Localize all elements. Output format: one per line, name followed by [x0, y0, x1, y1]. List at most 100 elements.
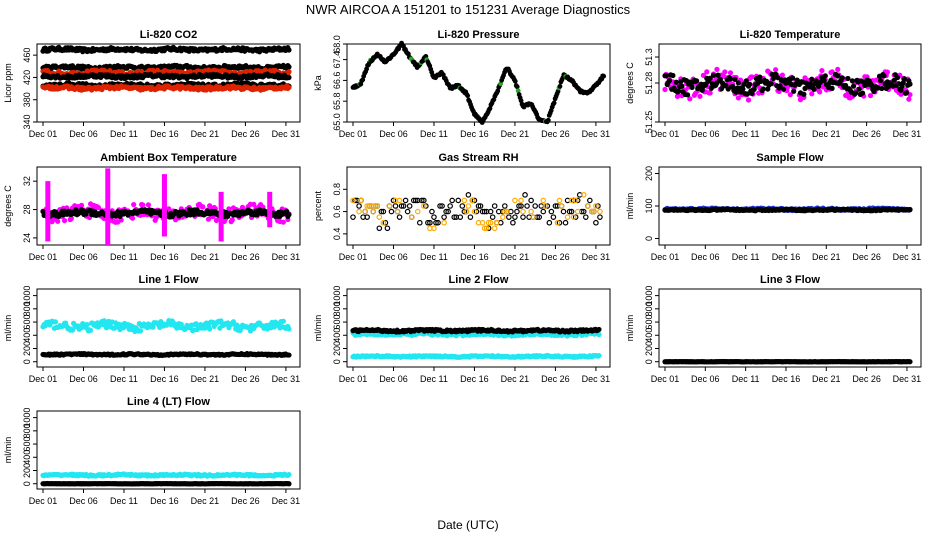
- data-point: [556, 197, 563, 204]
- data-point: [55, 218, 61, 224]
- data-point: [856, 86, 862, 92]
- x-tick-label: Dec 16: [150, 374, 179, 384]
- y-tick-label: 420: [22, 70, 32, 85]
- panel-title: Li-820 Pressure: [438, 29, 520, 41]
- data-point: [596, 352, 602, 359]
- data-point: [280, 318, 286, 324]
- x-tick-label: Dec 31: [272, 374, 301, 384]
- data-point: [548, 208, 555, 215]
- data-marks: [662, 358, 913, 365]
- data-point: [522, 192, 528, 198]
- data-point: [582, 214, 589, 220]
- x-tick-label: Dec 31: [272, 129, 301, 139]
- data-point: [520, 214, 526, 220]
- data-point: [787, 92, 793, 98]
- x-tick-label: Dec 31: [893, 252, 922, 262]
- data-point: [402, 197, 409, 204]
- data-point: [564, 214, 571, 220]
- y-tick-label: 1000: [22, 286, 32, 306]
- data-point: [906, 96, 912, 102]
- y-axis-label: percent: [313, 190, 323, 221]
- y-tick-label: 0: [644, 236, 654, 241]
- data-point: [84, 321, 90, 328]
- y-tick-label: 380: [22, 92, 32, 107]
- panel-title: Ambient Box Temperature: [100, 152, 237, 164]
- x-tick-label: Dec 06: [69, 496, 98, 506]
- data-point: [735, 80, 741, 86]
- data-point: [540, 208, 547, 215]
- data-point: [907, 359, 913, 365]
- data-point: [829, 85, 835, 91]
- y-tick-label: 0: [332, 359, 342, 364]
- data-point: [502, 203, 508, 209]
- panel-title: Li-820 Temperature: [740, 29, 841, 41]
- data-point: [835, 73, 841, 79]
- figure-xlabel: Date (UTC): [437, 518, 498, 532]
- x-tick-label: Dec 16: [460, 252, 489, 262]
- y-tick-label: 200: [644, 166, 654, 181]
- data-point: [700, 72, 706, 79]
- data-point: [200, 204, 206, 210]
- panel-pressure: Li-820 PressurekPa65.065.866.667.468.0De…: [313, 29, 611, 139]
- data-point: [727, 70, 734, 76]
- data-point: [362, 208, 368, 215]
- panel-line4: Line 4 (LT) Flowml/min02004006008001000D…: [3, 396, 301, 506]
- data-point: [867, 92, 874, 99]
- data-point: [404, 208, 411, 215]
- series-black: [662, 358, 913, 365]
- data-point: [356, 208, 362, 215]
- data-point: [286, 326, 292, 332]
- plot-frame: [658, 288, 922, 368]
- x-tick-label: Dec 06: [691, 374, 720, 384]
- y-tick-label: 51.25: [644, 111, 654, 134]
- data-marks: [350, 40, 607, 125]
- data-point: [850, 83, 857, 89]
- data-point: [512, 78, 518, 84]
- data-point: [727, 76, 734, 82]
- data-marks: [40, 44, 292, 93]
- y-tick-label: 1000: [332, 286, 342, 306]
- data-point: [449, 197, 455, 204]
- data-point: [901, 76, 907, 82]
- y-tick-label: 67.4: [332, 51, 342, 69]
- panel-title: Gas Stream RH: [438, 152, 518, 164]
- series-top: [40, 44, 292, 55]
- y-axis-label: ml/min: [3, 315, 13, 342]
- data-point: [429, 208, 435, 215]
- data-point: [286, 74, 292, 81]
- data-point: [388, 208, 395, 215]
- data-point: [280, 219, 286, 225]
- data-point: [859, 90, 866, 96]
- data-point: [801, 91, 807, 97]
- data-point: [350, 214, 356, 220]
- data-point: [747, 81, 753, 87]
- data-point: [447, 203, 453, 209]
- x-tick-label: Dec 16: [460, 129, 489, 139]
- data-point: [396, 214, 403, 220]
- data-point: [414, 208, 421, 215]
- y-axis-label: degrees C: [3, 185, 13, 227]
- data-point: [601, 73, 607, 79]
- y-tick-label: 28: [22, 205, 32, 215]
- panel-title: Li-820 CO2: [140, 29, 197, 41]
- data-point: [491, 203, 498, 209]
- y-tick-label: 65.0: [332, 113, 342, 131]
- data-point: [809, 91, 815, 97]
- series-cyan-lower: [350, 352, 602, 360]
- y-tick-label: 100: [644, 198, 654, 213]
- data-point: [596, 326, 602, 333]
- data-marks: [40, 471, 292, 487]
- data-point: [809, 76, 815, 82]
- x-tick-label: Dec 26: [852, 129, 881, 139]
- figure-title: NWR AIRCOA A 151201 to 151231 Average Di…: [306, 2, 631, 17]
- data-point: [376, 214, 383, 220]
- y-tick-label: 65.8: [332, 92, 342, 110]
- data-point: [416, 219, 423, 226]
- x-tick-label: Dec 21: [812, 252, 841, 262]
- y-tick-label: 51.28: [644, 72, 654, 95]
- data-point: [386, 203, 393, 209]
- data-point: [670, 72, 676, 79]
